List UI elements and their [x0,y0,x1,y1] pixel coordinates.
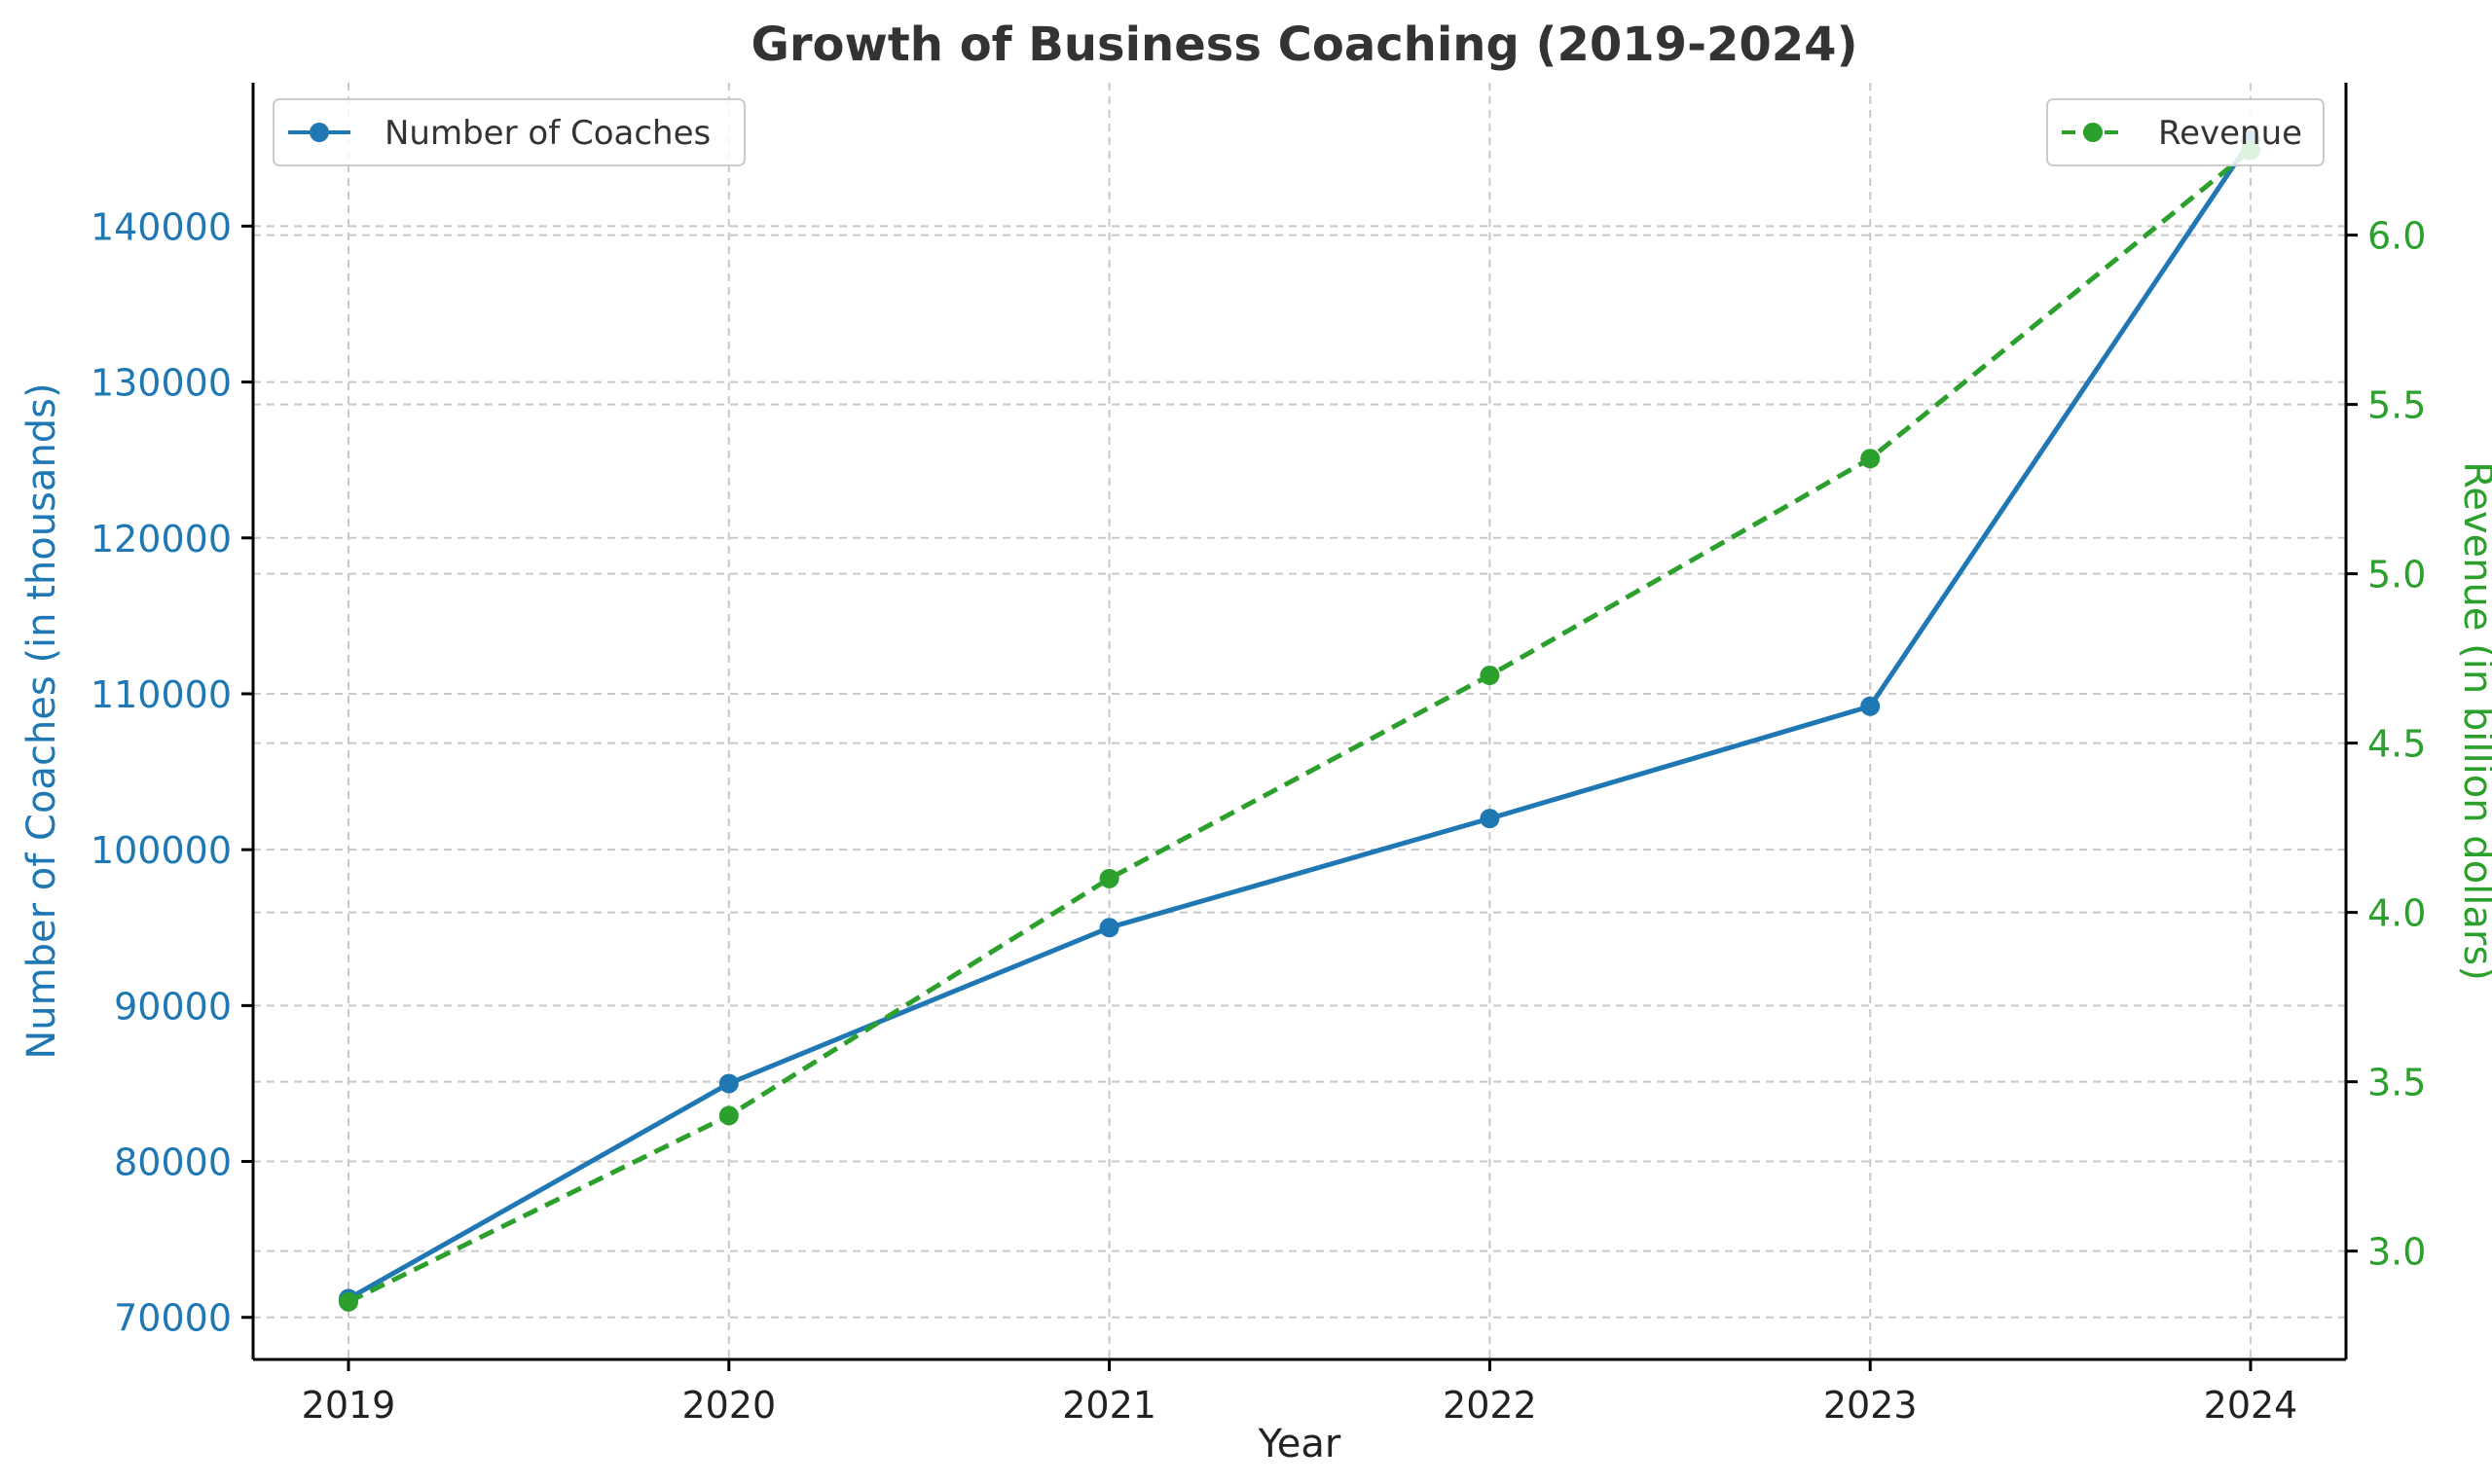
series-line-number-of-coaches [347,138,2254,1301]
right-y-ticks: 3.0 3.5 4.0 4.5 5.0 5.5 6.0 [2346,215,2426,1274]
left-y-tick-label: 140000 [91,205,232,248]
left-y-tick-label: 100000 [91,829,232,872]
data-point-revenue [718,1105,739,1126]
right-y-tick-label: 3.0 [2367,1231,2426,1274]
series-line-revenue [347,148,2253,1305]
left-y-tick-label: 110000 [91,673,232,716]
right-y-axis-label: Revenue (in billion dollars) [2455,461,2492,981]
data-point-revenue [1480,666,1500,686]
x-tick-label: 2024 [2204,1384,2298,1427]
right-y-tick-label: 4.5 [2367,723,2426,766]
data-point-revenue [339,1291,358,1312]
left-y-ticks: 70000 80000 90000 100000 110000 120000 130000 1… [91,205,253,1340]
legend-right: Revenue [2046,98,2325,166]
chart-title: Growth of Business Coaching (2019-2024) [751,18,1857,72]
data-point-revenue [1099,868,1119,888]
legend-coaches-marker [310,123,329,142]
left-y-axis-label: Number of Coaches (in thousands) [19,382,64,1059]
right-y-tick-label: 5.5 [2367,384,2426,427]
legend-left-frame [273,98,746,166]
x-ticks: 2019 2020 2021 2022 2023 2024 [302,1359,2298,1427]
left-y-tick-label: 80000 [114,1141,232,1184]
x-tick-label: 2019 [302,1384,396,1427]
x-tick-label: 2022 [1443,1384,1537,1427]
legend-revenue-label: Revenue [2158,114,2302,153]
legend-left: Number of Coaches [273,98,746,166]
data-point-revenue [1860,449,1881,469]
legend-revenue-marker [2083,123,2103,142]
left-y-tick-label: 130000 [91,362,232,405]
x-tick-label: 2020 [681,1384,776,1427]
left-y-tick-label: 90000 [114,985,232,1028]
left-y-tick-label: 120000 [91,518,232,561]
left-y-tick-label: 70000 [114,1297,232,1340]
axes-spines [251,83,2348,1361]
data-point-number-of-coaches [1860,696,1881,716]
x-tick-label: 2021 [1062,1384,1156,1427]
right-y-tick-label: 6.0 [2367,215,2426,258]
data-point-number-of-coaches [718,1073,739,1094]
legend-right-frame [2046,98,2325,166]
legend-coaches-label: Number of Coaches [385,114,711,153]
grid [253,83,2346,1359]
data-point-number-of-coaches [1480,809,1500,829]
data-point-number-of-coaches [1099,918,1119,938]
x-tick-label: 2023 [1823,1384,1918,1427]
right-y-tick-label: 5.0 [2367,554,2426,597]
x-axis-label: Year [1258,1422,1341,1466]
right-y-tick-label: 4.0 [2367,892,2426,935]
right-y-tick-label: 3.5 [2367,1062,2426,1104]
